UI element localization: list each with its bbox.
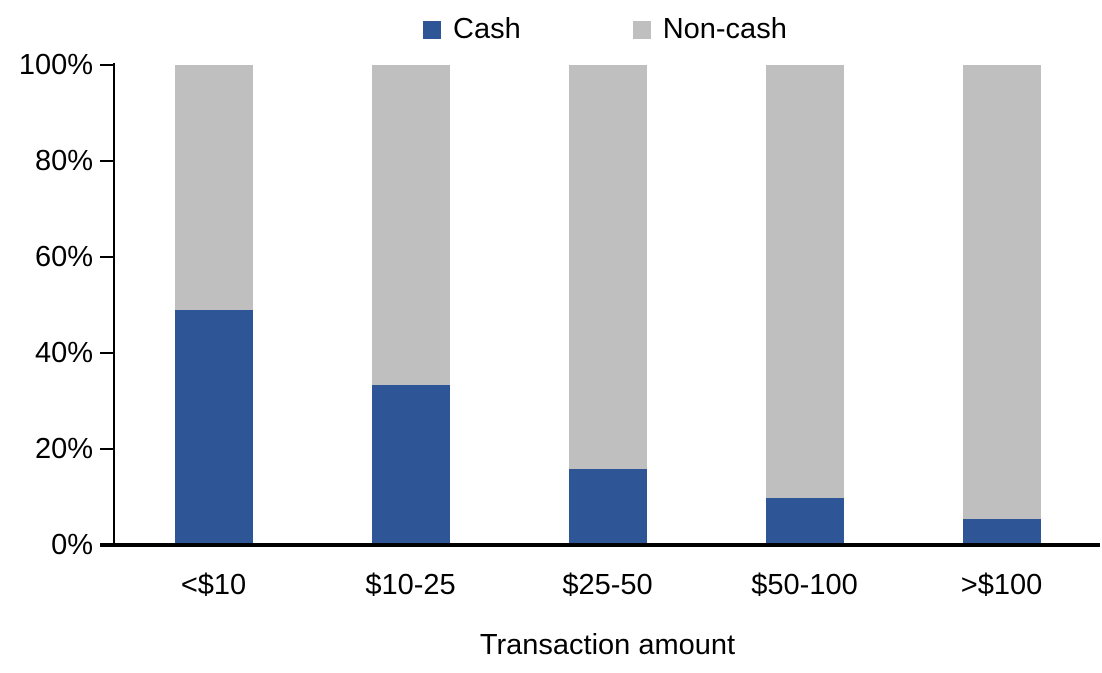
chart-legend: Cash Non-cash (423, 15, 787, 44)
y-tick-label: 60% (34, 241, 93, 273)
legend-item-cash: Cash (423, 15, 521, 44)
legend-swatch-icon (423, 20, 441, 39)
bar-segment-cash (962, 519, 1041, 545)
y-axis-tick (100, 64, 115, 66)
y-tick-label: 80% (34, 145, 93, 177)
bar-segment-non-cash (765, 65, 844, 498)
y-tick-label: 40% (34, 337, 93, 369)
legend-label: Non-cash (662, 13, 787, 45)
x-tick-label: <$10 (180, 569, 247, 601)
bar-segment-non-cash (568, 65, 647, 470)
y-tick-label: 0% (51, 529, 93, 561)
x-axis-line (100, 543, 1100, 547)
y-axis-tick (100, 160, 115, 162)
bar-segment-cash (568, 469, 647, 545)
bar-segment-cash (765, 497, 844, 545)
legend-swatch-icon (632, 20, 651, 39)
bar-segment-non-cash (174, 65, 253, 310)
bar-segment-cash (174, 309, 253, 545)
bar-segment-cash (371, 385, 450, 545)
legend-label: Cash (453, 13, 521, 45)
legend-item-non-cash: Non-cash (632, 13, 787, 45)
y-axis-tick (100, 256, 115, 258)
x-tick-label: $25-50 (562, 569, 653, 601)
x-tick-label: $50-100 (751, 569, 858, 601)
y-axis-tick (100, 448, 115, 450)
x-tick-label: $10-25 (365, 569, 456, 601)
x-axis-title: Transaction amount (479, 629, 736, 661)
x-tick-label: >$100 (960, 569, 1043, 601)
y-tick-label: 20% (34, 433, 93, 465)
bar-segment-non-cash (962, 65, 1041, 520)
y-axis-tick (100, 352, 115, 354)
y-axis-line (113, 63, 115, 545)
y-tick-label: 100% (18, 49, 93, 81)
bar-segment-non-cash (371, 65, 450, 386)
